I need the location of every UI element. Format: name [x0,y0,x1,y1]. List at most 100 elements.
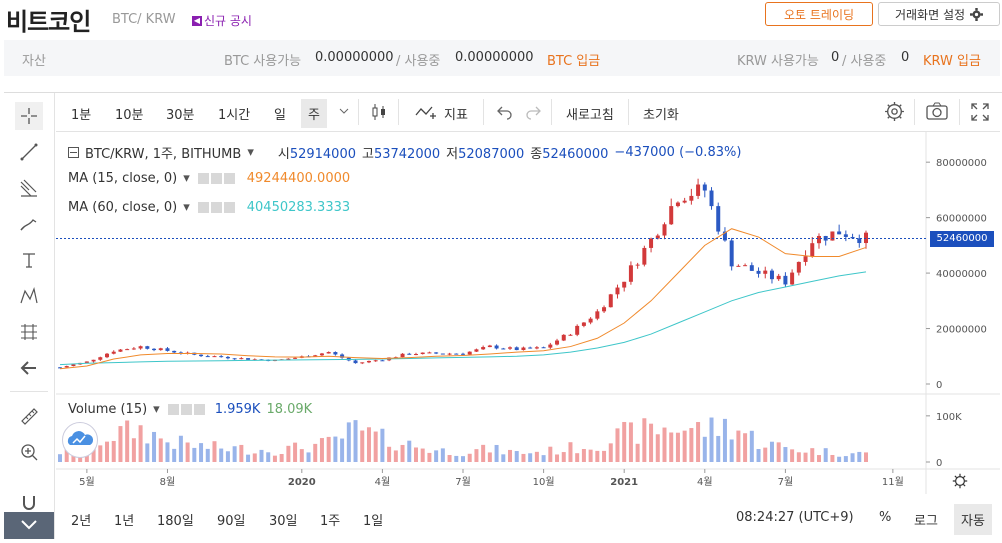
volume-bar [125,420,130,462]
interval-10m[interactable]: 10분 [115,108,144,123]
range-1d[interactable]: 1일 [363,514,384,529]
magnet-icon [23,496,35,510]
pitchfork-icon [20,179,37,197]
candle-body [581,322,586,326]
screen-settings-button[interactable]: 거래화면 설정 [878,2,1000,26]
new-disclosure-link[interactable]: ◀ 신규 공시 [192,12,252,29]
volume-bar [152,431,157,462]
volume-bar [118,426,123,462]
time-tick-label: 4월 [697,476,713,488]
interval-1w[interactable]: 주 [301,99,327,128]
fullscreen-icon[interactable] [971,103,989,121]
text-tool[interactable] [15,246,43,274]
ruler-tool[interactable] [15,402,43,430]
chevron-down-icon [21,520,37,530]
prediction-tool[interactable] [15,318,43,346]
volume-bar [783,447,788,462]
open-label: 시 [277,147,290,162]
camera-icon[interactable] [926,102,948,120]
candle-body [642,247,647,265]
percent-scale-button[interactable]: % [879,510,892,525]
notice-label: 신규 공시 [204,14,252,28]
range-30d[interactable]: 30일 [269,514,298,529]
volume-bar [219,448,224,462]
range-1y[interactable]: 1년 [114,514,135,529]
candle-body [555,340,560,345]
volume-bar [864,452,868,462]
volume-bar [716,435,721,462]
candle-body [340,354,345,358]
candle-body [803,256,808,262]
volume-bar [299,449,304,462]
volume-legend[interactable]: Volume (15) ▾ 1.959K 18.09K [68,402,313,417]
volume-bar [642,418,647,462]
symbol-legend: BTC/KRW, 1주, BITHUMB ▾ 시52914000 고537420… [68,143,741,162]
range-90d[interactable]: 90일 [217,514,246,529]
candle-style-icon[interactable] [370,102,388,122]
zoom-in-tool[interactable] [15,438,43,466]
reset-button[interactable]: 초기화 [643,108,679,123]
tradingview-logo[interactable] [62,422,98,458]
candle-body [165,348,170,351]
candle-body [528,347,533,349]
pattern-tool[interactable] [15,282,43,310]
ma60-legend[interactable]: MA (60, close, 0) ▾ 40450283.3333 [68,200,351,215]
volume-bar [521,453,526,462]
gear-icon [970,7,984,21]
clock[interactable]: 08:24:27 (UTC+9) [736,510,854,525]
auto-scale-button[interactable]: 자동 [954,504,992,535]
chart-settings-icon[interactable] [884,101,905,122]
interval-1d[interactable]: 일 [274,108,286,123]
ma15-controls[interactable] [196,171,235,186]
auto-trading-button[interactable]: 오토 트레이딩 [765,2,873,26]
range-180d[interactable]: 180일 [157,514,194,529]
candle-body [225,356,230,359]
range-1w[interactable]: 1주 [320,514,341,529]
back-tool[interactable] [15,354,43,382]
time-tick-label: 8월 [160,476,176,488]
undo-icon[interactable] [497,104,513,120]
candle-body [743,265,748,267]
candle-body [662,224,667,236]
volume-bar [494,444,499,462]
volume-bar [64,445,69,462]
refresh-button[interactable]: 새로고침 [566,108,614,123]
volume-bar [568,442,573,462]
magnet-tool[interactable] [15,488,43,516]
interval-30m[interactable]: 30분 [166,108,195,123]
ma15-legend[interactable]: MA (15, close, 0) ▾ 49244400.0000 [68,171,351,186]
brush-tool[interactable] [15,210,43,238]
range-2y[interactable]: 2년 [71,514,92,529]
interval-1h[interactable]: 1시간 [218,108,251,123]
asset-bar: 자산 BTC 사용가능 0.00000000 / 사용중 0.00000000 … [4,40,1000,76]
volume-bar [266,452,271,462]
cloud-logo-icon [67,431,94,445]
candle-body [534,347,539,349]
volume-controls[interactable] [166,402,205,417]
indicator-icon[interactable] [415,103,439,121]
collapse-toolbar-button[interactable] [4,512,54,539]
interval-1m[interactable]: 1분 [71,108,92,123]
candle-body [413,354,418,356]
candle-body [152,348,157,351]
candle-body [837,231,842,235]
volume-bar [145,443,150,462]
legend-symbol[interactable]: BTC/KRW, 1주, BITHUMB [85,147,242,162]
indicator-button[interactable]: 지표 [444,108,468,123]
low-value: 52087000 [458,147,525,162]
redo-icon[interactable] [525,104,541,120]
ma60-controls[interactable] [196,200,235,215]
btc-deposit-link[interactable]: BTC 입금 [547,54,601,69]
trend-line-tool[interactable] [15,138,43,166]
interval-dropdown-icon[interactable] [339,107,349,115]
crosshair-tool[interactable] [15,102,43,130]
volume-bar [467,453,472,462]
time-tick-label: 7월 [455,476,471,488]
collapse-legend-icon[interactable] [68,147,79,158]
axis-settings-icon[interactable] [952,473,968,489]
candle-body [319,353,324,356]
fib-tool[interactable] [15,174,43,202]
krw-deposit-link[interactable]: KRW 입금 [923,54,981,69]
log-scale-button[interactable]: 로그 [914,514,938,529]
